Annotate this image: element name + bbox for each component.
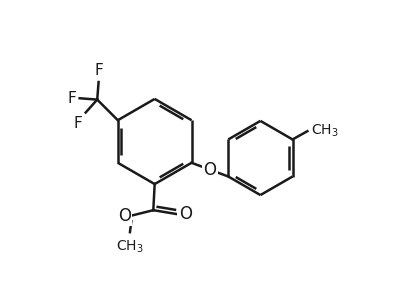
Text: F: F	[94, 63, 103, 78]
Text: O: O	[118, 207, 131, 225]
Text: F: F	[67, 91, 76, 106]
Text: O: O	[179, 205, 192, 223]
Text: CH$_3$: CH$_3$	[311, 123, 338, 139]
Text: O: O	[204, 161, 216, 179]
Text: CH$_3$: CH$_3$	[116, 239, 144, 255]
Text: F: F	[74, 116, 83, 131]
